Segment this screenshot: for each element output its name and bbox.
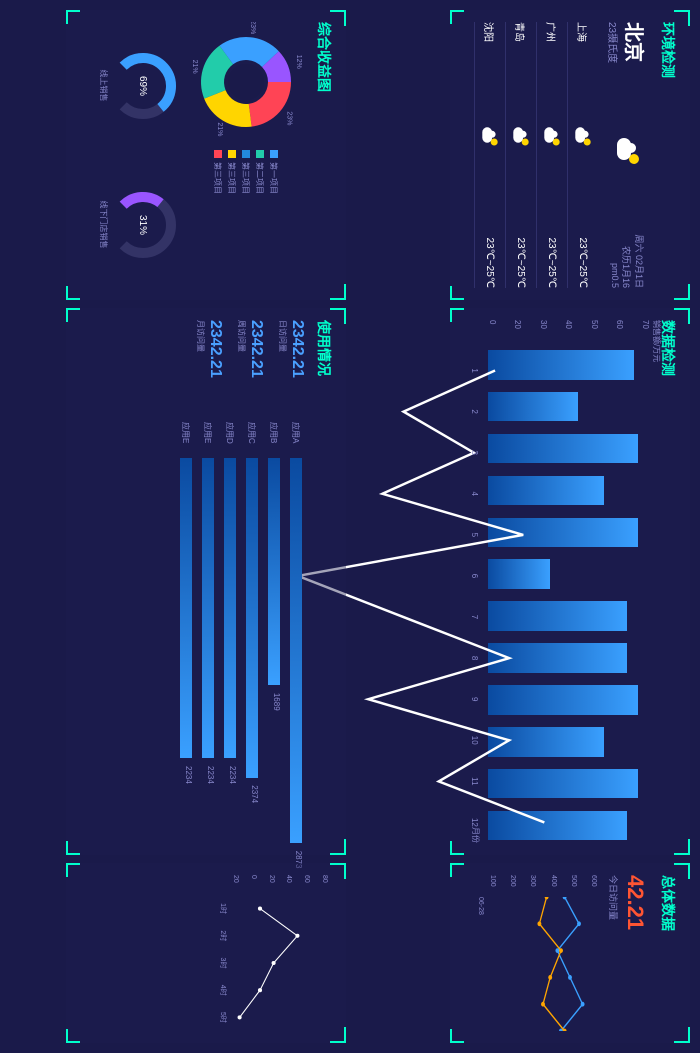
gauge: 69% 线上销售 xyxy=(98,51,178,121)
gauges: 69% 线上销售 31% 线下门店销售 xyxy=(98,22,178,288)
y-axis: 7060504030200 xyxy=(488,320,650,348)
y-axis-label: 销售额/万元 xyxy=(651,320,662,362)
date-text: 周六 02月1日 xyxy=(633,234,646,288)
hbar-row: 应用E2234 xyxy=(202,422,214,843)
today-visits-value: 42.21 xyxy=(622,875,648,1031)
hbar-row: 应用E2234 xyxy=(180,422,192,843)
city-row: 青岛 23℃~25℃ xyxy=(505,22,536,288)
usage-stat: 2342.21月访问量 xyxy=(195,320,224,410)
svg-text:23%: 23% xyxy=(249,22,256,34)
svg-text:23%: 23% xyxy=(285,111,292,125)
bar xyxy=(488,643,627,673)
y-axis: 80604020020 xyxy=(232,875,328,893)
legend-item: 第二项目 xyxy=(255,150,266,194)
panel-title: 使用情况 xyxy=(314,320,334,843)
panel-title: 环境检测 xyxy=(658,22,678,288)
x-axis: 1时2时3时4时5时 xyxy=(218,895,228,1031)
today-visits-label: 今日访问量 xyxy=(607,875,620,1031)
bar xyxy=(488,518,638,548)
hourly-panel: 80604020020 1时2时3时4时5时 xyxy=(66,863,346,1043)
weather-icon xyxy=(482,125,497,146)
x-axis-label: 月份 xyxy=(470,827,481,843)
bar xyxy=(488,727,604,757)
environment-panel: 环境检测 北京 23摄氏度 周六 02月1日 农历1月16 pm0.5 上海 23… xyxy=(450,10,690,300)
city-row: 沈阳 23℃~25℃ xyxy=(474,22,505,288)
bar xyxy=(488,559,550,589)
usage-stats: 2342.21日访问量 2342.21周访问量 2342.21月访问量 xyxy=(180,320,306,410)
donut-chart: 23% 21% 21% 23% 12% xyxy=(186,22,306,142)
bar xyxy=(488,685,638,715)
legend-item: 第三项目 xyxy=(213,150,224,194)
y-axis: 600500400300200100 xyxy=(489,875,597,897)
revenue-panel: 综合收益图 23%21%21%23%12% 第一项目第二项目第三项目第三项目第三… xyxy=(66,10,346,300)
city-temps: 23℃~25℃ xyxy=(485,208,496,288)
bar xyxy=(488,434,638,464)
bar xyxy=(488,350,634,380)
city-row: 广州 23℃~25℃ xyxy=(536,22,567,288)
city-temps: 23℃~25℃ xyxy=(578,208,589,288)
main-temp: 23摄氏度 xyxy=(606,22,621,63)
line-svg xyxy=(489,897,597,1031)
legend-item: 第三项目 xyxy=(241,150,252,194)
overall-panel: 总体数据 42.21 今日访问量 600500400300200100 06-2… xyxy=(450,863,690,1043)
hbar-row: 应用A2873 xyxy=(290,422,302,843)
svg-text:21%: 21% xyxy=(216,122,223,136)
hbar-row: 应用B1689 xyxy=(268,422,280,843)
legend-item: 第三项目 xyxy=(227,150,238,194)
city-temps: 23℃~25℃ xyxy=(547,208,558,288)
pm-text: pm0.5 xyxy=(610,234,620,288)
weather-icon xyxy=(617,134,639,164)
hbar-row: 应用C2374 xyxy=(246,422,258,843)
legend: 第一项目第二项目第三项目第三项目第三项目 xyxy=(210,150,283,194)
grouped-bar-chart: 80604020020 1时2时3时4时5时 xyxy=(218,875,328,1031)
hbar-row: 应用D2234 xyxy=(224,422,236,843)
city-temps: 23℃~25℃ xyxy=(516,208,527,288)
bar xyxy=(488,476,604,506)
bar-chart: 销售额/万元 7060504030200 123456789101112 月份 xyxy=(470,320,650,843)
weather-icon xyxy=(575,125,590,146)
panel-title: 数据检测 xyxy=(658,320,678,843)
weather-icon xyxy=(513,125,528,146)
x-axis: 123456789101112 xyxy=(470,350,479,843)
trend-line xyxy=(192,895,328,1031)
city-list: 上海 23℃~25℃ 广州 23℃~25℃ 青岛 23℃~25℃ 沈阳 23℃~25℃ xyxy=(474,22,598,288)
weather-icon xyxy=(544,125,559,146)
svg-text:69%: 69% xyxy=(137,75,148,95)
lunar-text: 农历1月16 xyxy=(620,234,633,288)
multi-line-chart: 600500400300200100 06-28 xyxy=(477,875,597,1031)
panel-title: 总体数据 xyxy=(658,875,678,1031)
panel-title: 综合收益图 xyxy=(314,22,334,288)
data-detect-panel: 数据检测 销售额/万元 7060504030200 12345678910111… xyxy=(450,308,690,855)
city-name: 上海 xyxy=(576,22,591,62)
main-city: 北京 xyxy=(621,22,650,63)
bar xyxy=(488,811,627,841)
gauge-label: 线上销售 xyxy=(98,51,109,121)
gauge-label: 线下门店销售 xyxy=(98,190,109,260)
bar xyxy=(488,769,638,799)
city-name: 沈阳 xyxy=(483,22,498,62)
city-row: 上海 23℃~25℃ xyxy=(567,22,598,288)
usage-panel: 使用情况 2342.21日访问量 2342.21周访问量 2342.21月访问量 应… xyxy=(66,308,346,855)
usage-stat: 2342.21日访问量 xyxy=(277,320,306,410)
city-name: 广州 xyxy=(545,22,560,62)
svg-text:31%: 31% xyxy=(137,214,148,234)
bar xyxy=(488,392,578,422)
usage-stat: 2342.21周访问量 xyxy=(236,320,265,410)
x-tick: 06-28 xyxy=(477,897,484,915)
svg-text:21%: 21% xyxy=(191,60,198,74)
horizontal-bars: 应用A2873 应用B1689 应用C2374 应用D2234 应用E2234 应用E22… xyxy=(180,422,306,843)
bar xyxy=(488,601,627,631)
gauge: 31% 线下门店销售 xyxy=(98,190,178,260)
city-name: 青岛 xyxy=(514,22,529,62)
svg-text:12%: 12% xyxy=(295,55,302,69)
legend-item: 第一项目 xyxy=(269,150,280,194)
